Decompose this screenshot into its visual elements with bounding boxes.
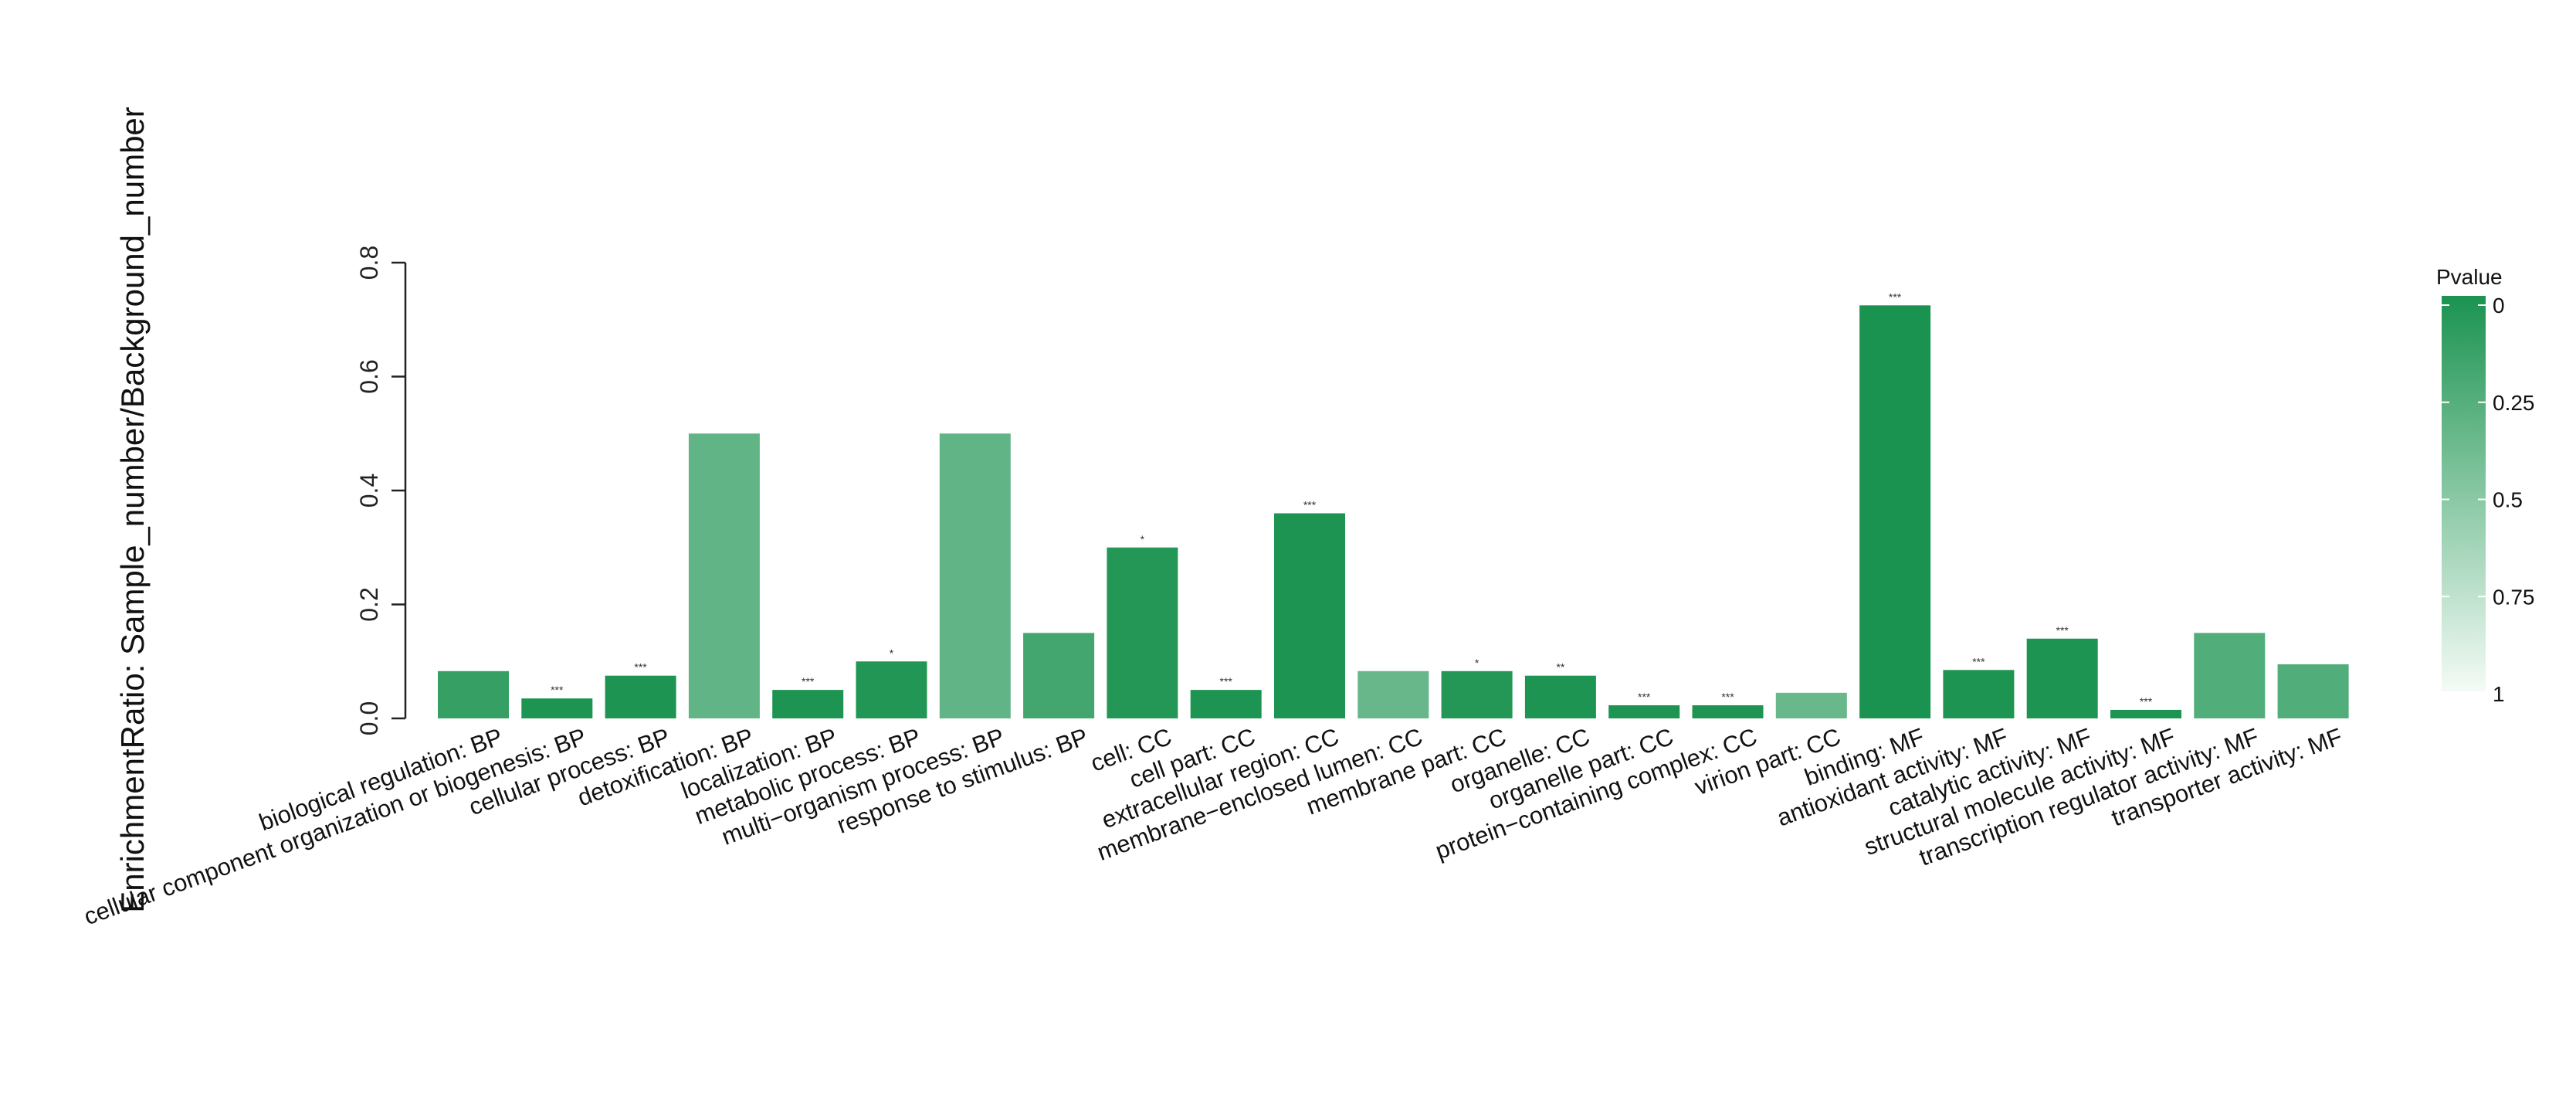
bar [1859, 305, 1931, 718]
bar [939, 433, 1011, 718]
bar [605, 675, 676, 718]
bar [1190, 690, 1262, 718]
bar [1274, 513, 1345, 718]
bar [1943, 670, 2015, 718]
bar [1107, 547, 1178, 718]
bar [1441, 671, 1513, 718]
legend-tick-label: 0 [2493, 294, 2505, 317]
bar [2194, 633, 2266, 718]
significance-label: *** [634, 661, 647, 674]
y-tick-label: 0.6 [355, 359, 383, 393]
bars [438, 305, 2349, 718]
bar [2277, 664, 2349, 718]
legend-tick-label: 0.75 [2493, 585, 2535, 609]
bar [1692, 705, 1764, 718]
significance-label: *** [1721, 691, 1734, 703]
significance-label: *** [2056, 624, 2069, 637]
bar [2110, 709, 2181, 718]
significance-label: * [1141, 533, 1145, 545]
legend-tick-label: 0.25 [2493, 391, 2535, 415]
bar [1023, 633, 1095, 718]
y-axis: 0.0 0.2 0.4 0.6 0.8 [355, 246, 407, 735]
significance-label: *** [1638, 691, 1651, 703]
legend-ticks: 0 0.25 0.5 0.75 1 [2442, 294, 2535, 706]
bar [1357, 671, 1429, 718]
significance-label: *** [2140, 695, 2153, 708]
bar [856, 661, 927, 718]
significance-label: ** [1556, 661, 1564, 674]
y-axis-title: EnrichmentRatio: Sample_number/Backgroun… [114, 107, 151, 913]
bar [688, 433, 760, 718]
y-tick-label: 0.2 [355, 587, 383, 621]
significance-label: *** [1972, 655, 1985, 667]
significance-label: *** [802, 675, 815, 688]
y-tick-label: 0.0 [355, 701, 383, 735]
legend-title: Pvalue [2436, 265, 2503, 289]
significance-label: *** [1303, 499, 1317, 511]
legend-colorbar [2442, 296, 2486, 691]
legend: Pvalue 0 0.25 0.5 0.75 1 [2436, 265, 2535, 706]
significance-label: * [890, 647, 894, 659]
bar [1608, 705, 1680, 718]
legend-tick-label: 1 [2493, 682, 2505, 706]
legend-tick-label: 0.5 [2493, 488, 2523, 512]
bar [772, 690, 844, 718]
bar [2026, 638, 2098, 718]
significance-label: * [1475, 657, 1480, 669]
y-tick-label: 0.8 [355, 246, 383, 280]
significance-label: *** [1889, 290, 1902, 303]
significance-labels: ****************** ***** *************** [551, 290, 2153, 708]
significance-label: *** [1220, 675, 1233, 688]
x-tick-label: cellular component organization or bioge… [80, 723, 590, 931]
bar [1524, 675, 1596, 718]
bar [1775, 692, 1847, 718]
bar [438, 671, 509, 718]
significance-label: *** [551, 684, 564, 696]
bar [521, 698, 593, 718]
y-tick-label: 0.4 [355, 474, 383, 508]
